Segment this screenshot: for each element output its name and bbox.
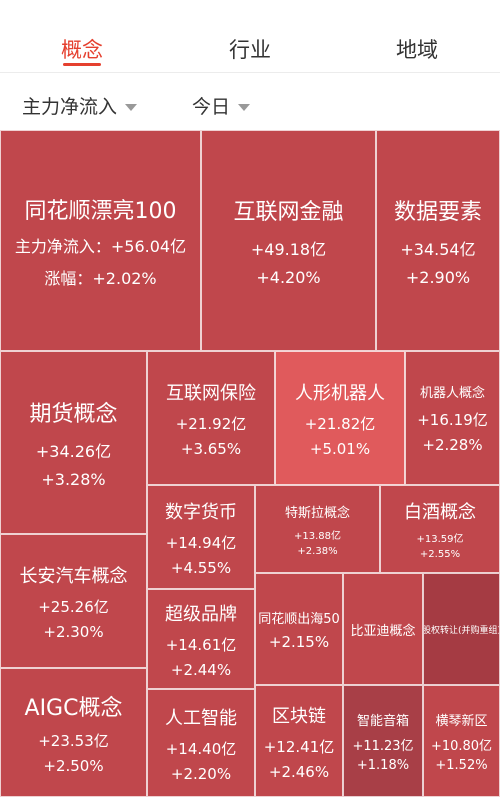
tile-name: 比亚迪概念: [350, 623, 416, 639]
chevron-down-icon: [238, 104, 251, 111]
tile-change: +2.46%: [268, 762, 330, 781]
tile-value: +25.26亿: [38, 597, 109, 616]
tile-value-label: 主力净流入：: [14, 236, 111, 256]
chevron-down-icon: [125, 104, 138, 111]
metric-dropdown-label: 主力净流入: [22, 96, 118, 118]
tile-name: 超级品牌: [165, 603, 237, 625]
category-tabs: 概念 行业 地域: [0, 0, 500, 66]
tile-value: +21.82亿: [304, 414, 376, 433]
tile-concept[interactable]: 同花顺出海50 +2.15%: [255, 573, 343, 685]
tile-value: +14.61亿: [165, 635, 237, 654]
tile-change: +2.02%: [92, 268, 157, 288]
tile-value: +56.04亿: [110, 236, 187, 256]
tile-value-row: 主力净流入：+56.04亿: [15, 233, 186, 257]
tile-name: 白酒概念: [404, 502, 476, 523]
treemap: 同花顺漂亮100 主力净流入：+56.04亿 涨幅：+2.02% 互联网金融 +…: [0, 130, 500, 797]
tile-concept[interactable]: 长安汽车概念 +25.26亿 +2.30%: [0, 534, 147, 668]
tile-value: +34.26亿: [35, 442, 112, 461]
tile-concept[interactable]: 数字货币 +14.94亿 +4.55%: [147, 485, 255, 589]
tile-name: 同花顺出海50: [258, 611, 340, 627]
tile-change: +2.50%: [43, 757, 104, 775]
tile-change-label: 涨幅：: [44, 268, 93, 288]
tile-value: +16.19亿: [417, 411, 488, 429]
tile-value: +34.54亿: [400, 240, 476, 259]
tile-concept[interactable]: 机器人概念 +16.19亿 +2.28%: [405, 351, 500, 485]
active-tab-indicator: [63, 63, 101, 66]
tile-change: +2.28%: [422, 436, 483, 454]
tile-name: 机器人概念: [419, 386, 485, 401]
tile-name: 同花顺漂亮100: [24, 198, 177, 224]
tile-value: +49.18亿: [250, 240, 327, 259]
tile-concept[interactable]: 同花顺漂亮100 主力净流入：+56.04亿 涨幅：+2.02%: [0, 130, 201, 351]
tile-concept[interactable]: 人形机器人 +21.82亿 +5.01%: [275, 351, 405, 485]
tile-change: +2.20%: [170, 764, 232, 783]
tab-industry[interactable]: 行业: [229, 38, 271, 62]
tile-value: +10.80亿: [430, 738, 493, 754]
tile-change: +4.55%: [170, 558, 232, 577]
tile-name: 期货概念: [29, 402, 118, 427]
tile-concept[interactable]: 智能音箱 +11.23亿 +1.18%: [343, 685, 423, 797]
tile-name: 区块链: [272, 705, 326, 727]
tile-concept[interactable]: 特斯拉概念 +13.88亿 +2.38%: [255, 485, 380, 573]
tabs-divider: [0, 72, 500, 73]
tile-value: +12.41亿: [263, 737, 335, 756]
tile-name: 人形机器人: [295, 382, 385, 404]
tile-change: +2.30%: [43, 622, 104, 641]
tile-change: +2.38%: [297, 545, 338, 557]
tile-name: 互联网保险: [166, 382, 256, 404]
tile-change-row: 涨幅：+2.02%: [44, 265, 156, 289]
tab-concept[interactable]: 概念: [61, 38, 103, 62]
tile-name: 股权转让(并购重组): [423, 625, 500, 636]
tile-name: 数据要素: [393, 200, 482, 225]
tile-name: 长安汽车概念: [19, 565, 128, 587]
tile-value: +13.59亿: [416, 534, 464, 545]
tile-concept[interactable]: 数据要素 +34.54亿 +2.90%: [376, 130, 500, 351]
tile-change: +2.15%: [268, 632, 330, 651]
tile-concept[interactable]: 比亚迪概念: [343, 573, 423, 685]
period-dropdown[interactable]: 今日: [192, 92, 251, 119]
tile-change: +3.28%: [41, 470, 106, 489]
tile-change: +3.65%: [180, 439, 242, 458]
tile-concept[interactable]: 股权转让(并购重组): [423, 573, 500, 685]
tile-change: +2.44%: [170, 660, 232, 679]
tile-concept[interactable]: 互联网金融 +49.18亿 +4.20%: [201, 130, 376, 351]
tile-concept[interactable]: 白酒概念 +13.59亿 +2.55%: [380, 485, 500, 573]
tile-value: +14.40亿: [165, 739, 237, 758]
tile-concept[interactable]: 互联网保险 +21.92亿 +3.65%: [147, 351, 275, 485]
tab-region[interactable]: 地域: [396, 38, 438, 62]
filter-bar: 主力净流入 今日: [0, 80, 500, 130]
tile-concept[interactable]: 人工智能 +14.40亿 +2.20%: [147, 689, 255, 797]
tile-name: 智能音箱: [356, 713, 409, 729]
tile-concept[interactable]: 区块链 +12.41亿 +2.46%: [255, 685, 343, 797]
tile-change: +2.90%: [405, 268, 471, 287]
tile-value: +13.88亿: [293, 530, 341, 542]
metric-dropdown[interactable]: 主力净流入: [22, 92, 138, 119]
tile-change: +5.01%: [309, 439, 371, 458]
tile-name: AIGC概念: [24, 696, 123, 721]
tile-concept[interactable]: AIGC概念 +23.53亿 +2.50%: [0, 668, 147, 797]
tile-name: 互联网金融: [233, 200, 344, 225]
tile-change: +1.18%: [356, 757, 410, 773]
tile-change: +1.52%: [435, 757, 488, 773]
tile-value: +23.53亿: [38, 732, 109, 750]
tile-name: 横琴新区: [435, 713, 488, 729]
tile-change: +2.55%: [419, 549, 461, 560]
tile-name: 特斯拉概念: [284, 505, 350, 521]
period-dropdown-label: 今日: [192, 96, 231, 118]
tile-value: +14.94亿: [165, 533, 237, 552]
tile-change: +4.20%: [256, 268, 321, 287]
tile-name: 人工智能: [165, 707, 237, 729]
tile-name: 数字货币: [165, 501, 237, 523]
tile-concept[interactable]: 横琴新区 +10.80亿 +1.52%: [423, 685, 500, 797]
tile-value: +21.92亿: [175, 414, 247, 433]
tile-value: +11.23亿: [352, 738, 414, 754]
tile-concept[interactable]: 期货概念 +34.26亿 +3.28%: [0, 351, 147, 534]
tile-concept[interactable]: 超级品牌 +14.61亿 +2.44%: [147, 589, 255, 689]
